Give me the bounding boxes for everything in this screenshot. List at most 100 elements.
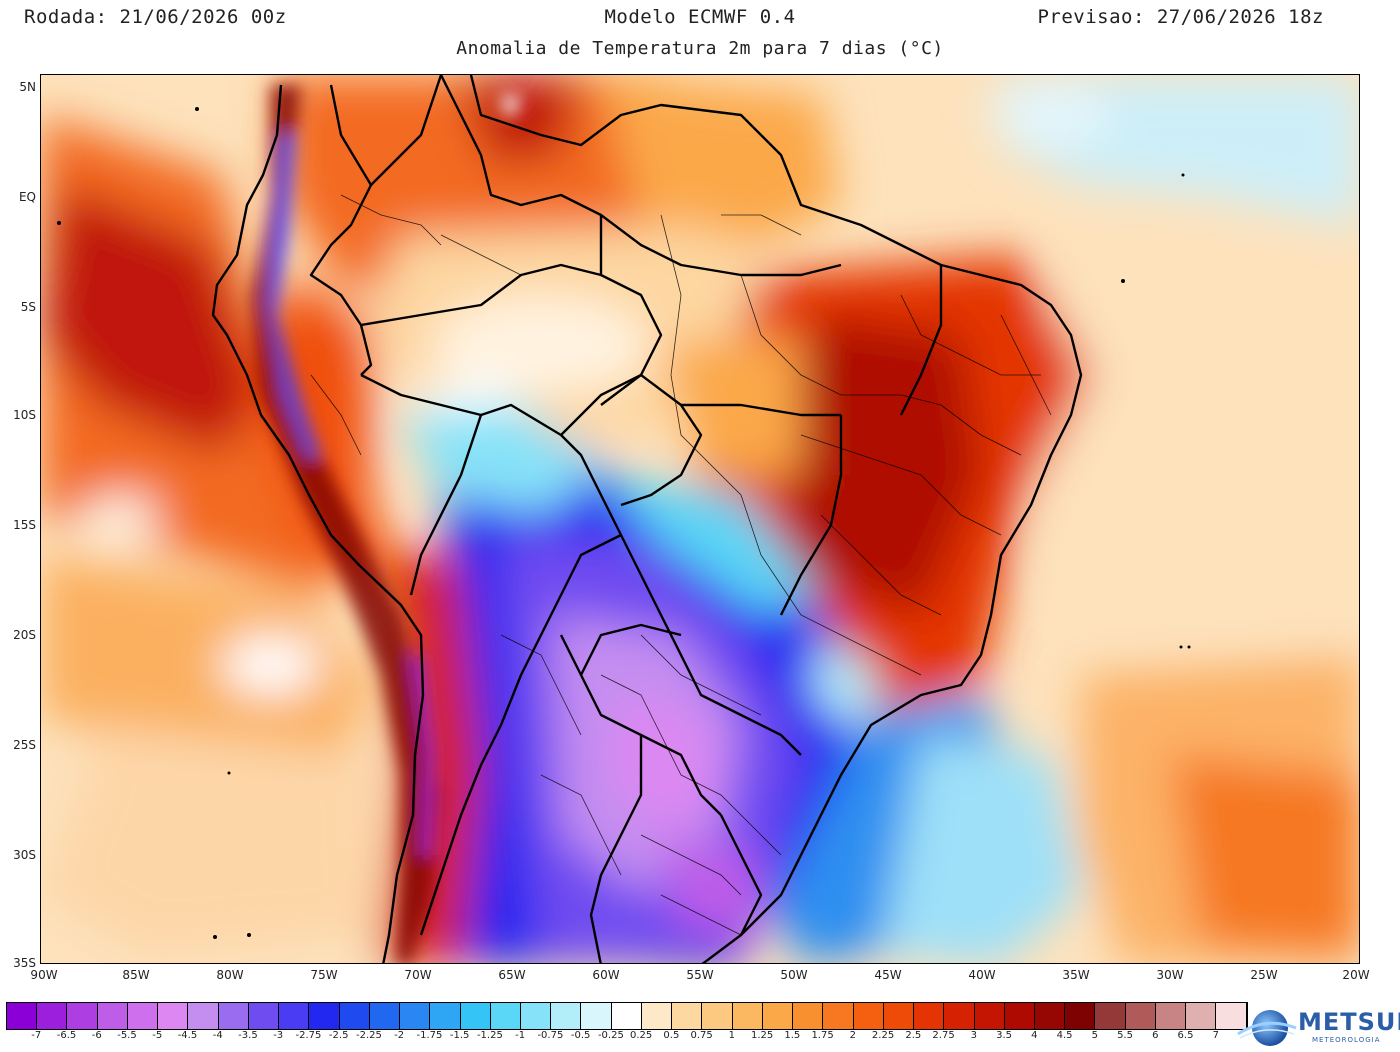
color-swatch (1004, 1003, 1035, 1029)
lat-label-5s: 5S (20, 300, 36, 314)
color-scale-label: 1.5 (784, 1030, 801, 1041)
color-scale-label: -0.75 (537, 1030, 564, 1041)
color-swatch (581, 1003, 612, 1029)
color-scale-label: -1.5 (449, 1030, 470, 1041)
color-swatch (1155, 1003, 1187, 1029)
color-swatch (914, 1003, 945, 1029)
color-scale-label: 2.25 (871, 1030, 895, 1041)
color-swatch (369, 1003, 401, 1029)
color-scale-label: -6 (91, 1030, 102, 1041)
color-scale-label: 1 (728, 1030, 736, 1041)
color-scale-label: 5.5 (1117, 1030, 1133, 1041)
color-swatch (974, 1003, 1005, 1029)
color-swatch (400, 1003, 431, 1029)
lon-label-80w: 80W (216, 968, 244, 982)
lon-label-60w: 60W (592, 968, 620, 982)
model-label: Modelo ECMWF 0.4 (604, 6, 796, 28)
color-scale-label: 1.25 (750, 1030, 774, 1041)
color-scale-label: -4 (212, 1030, 223, 1041)
color-swatch (672, 1003, 703, 1029)
color-scale-label: -1.25 (476, 1030, 503, 1041)
color-scale-label: 3.5 (996, 1030, 1012, 1041)
color-swatch (883, 1003, 915, 1029)
color-scale-label: 0.75 (690, 1030, 713, 1041)
color-scale-label: -5.5 (117, 1030, 137, 1041)
lon-label-55w: 55W (686, 968, 714, 982)
color-swatch (460, 1003, 491, 1029)
color-swatch (641, 1003, 673, 1029)
color-scale-label: 4 (1031, 1030, 1038, 1041)
color-swatch (823, 1003, 854, 1029)
color-swatch (127, 1003, 159, 1029)
lat-label-30s: 30S (13, 848, 36, 862)
lon-label-75w: 75W (310, 968, 338, 982)
lat-label-20s: 20S (13, 628, 36, 642)
country-borders (211, 75, 1083, 963)
color-scale-label: 3 (970, 1030, 977, 1041)
color-scale-label: 0.5 (663, 1030, 680, 1041)
lon-label-30w: 30W (1156, 968, 1184, 982)
color-scale-label: 5 (1091, 1030, 1098, 1041)
color-swatch (1186, 1003, 1217, 1029)
andes-detail (251, 85, 521, 963)
logo-name: METSUL (1298, 1008, 1400, 1036)
color-swatch (158, 1003, 189, 1029)
lat-label-15s: 15S (13, 518, 36, 532)
lon-label-20w: 20W (1342, 968, 1370, 982)
forecast-time-label: Previsao: 27/06/2026 18z (1037, 6, 1324, 28)
islands (57, 107, 1191, 939)
color-swatch (793, 1003, 824, 1029)
color-swatch (490, 1003, 521, 1029)
color-scale-label: 4.5 (1056, 1030, 1073, 1041)
color-swatch (853, 1003, 884, 1029)
logo-tagline: METEOROLOGIA (1312, 1036, 1381, 1044)
color-scale-label: -0.5 (570, 1030, 591, 1041)
color-scale-label: -1 (515, 1030, 526, 1041)
color-swatch (1095, 1003, 1126, 1029)
color-swatch (1216, 1003, 1247, 1029)
map-subtitle: Anomalia de Temperatura 2m para 7 dias (… (456, 38, 944, 59)
color-scale-bar (6, 1002, 1248, 1030)
color-swatch (188, 1003, 219, 1029)
color-scale-label: -4.5 (177, 1030, 198, 1041)
color-scale-label: -2 (394, 1030, 405, 1041)
color-swatch (430, 1003, 461, 1029)
lat-label-25s: 25S (13, 738, 36, 752)
color-scale-label: 0.25 (629, 1030, 653, 1041)
color-scale-label: -2.75 (295, 1030, 322, 1041)
color-swatch (944, 1003, 975, 1029)
color-scale-label: -0.25 (597, 1030, 624, 1041)
lon-label-25w: 25W (1250, 968, 1278, 982)
lon-label-85w: 85W (122, 968, 150, 982)
color-swatch (702, 1003, 733, 1029)
color-swatch (1034, 1003, 1066, 1029)
color-swatch (732, 1003, 763, 1029)
color-scale-label: 2.75 (932, 1030, 955, 1041)
map-canvas (41, 75, 1359, 963)
anomaly-map[interactable] (40, 74, 1360, 964)
lat-label-5n: 5N (19, 80, 36, 94)
color-scale-label: -5 (152, 1030, 163, 1041)
lat-label-eq: EQ (18, 190, 36, 204)
metsul-logo: METSUL METEOROLOGIA (1236, 1006, 1400, 1048)
lat-label-10s: 10S (13, 408, 36, 422)
color-swatch (37, 1003, 68, 1029)
color-scale-label: 2.5 (905, 1030, 922, 1041)
color-swatch (248, 1003, 280, 1029)
color-swatch (7, 1003, 38, 1029)
lon-label-50w: 50W (780, 968, 808, 982)
color-swatch (1065, 1003, 1096, 1029)
lon-label-45w: 45W (874, 968, 902, 982)
color-scale-label: 6.5 (1177, 1030, 1194, 1041)
color-swatch (520, 1003, 552, 1029)
color-scale-label: 1.75 (811, 1030, 834, 1041)
color-swatch (551, 1003, 582, 1029)
color-swatch (279, 1003, 310, 1029)
color-scale-label: 6 (1152, 1030, 1159, 1041)
color-scale-label: 2 (849, 1030, 857, 1041)
color-scale-label: 7 (1212, 1030, 1219, 1041)
color-swatch (218, 1003, 249, 1029)
lon-label-40w: 40W (968, 968, 996, 982)
color-scale-label: -3.5 (238, 1030, 258, 1041)
color-scale-label: -2.25 (355, 1030, 382, 1041)
